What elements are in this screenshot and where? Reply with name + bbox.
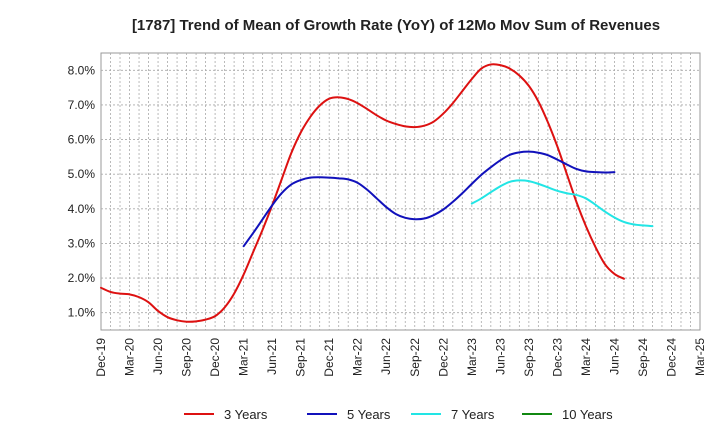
x-tick-label: Dec-19	[94, 338, 108, 377]
x-tick-label: Dec-22	[436, 338, 450, 377]
x-tick-label: Mar-24	[579, 338, 593, 376]
x-tick-label: Dec-21	[322, 338, 336, 377]
series-line-5-years	[242, 150, 616, 248]
x-tick-label: Jun-21	[265, 338, 279, 375]
x-tick-label: Jun-24	[607, 338, 621, 375]
legend-label-5-years: 5 Years	[347, 407, 391, 422]
x-tick-label: Mar-21	[237, 338, 251, 376]
x-axis: Dec-19 Mar-20 Jun-20 Sep-20 Dec-20 Mar-21 Jun-…	[94, 338, 707, 377]
x-tick-label: Mar-22	[351, 338, 365, 376]
legend: 3 Years 5 Years 7 Years 10 Years	[184, 407, 613, 422]
x-tick-label: Jun-20	[151, 338, 165, 375]
series-lines	[100, 63, 654, 323]
x-tick-label: Sep-22	[408, 338, 422, 377]
y-tick-label: 3.0%	[68, 236, 96, 250]
y-axis: 1.0% 2.0% 3.0% 4.0% 5.0% 6.0% 7.0% 8.0%	[68, 63, 96, 319]
y-tick-label: 8.0%	[68, 63, 96, 77]
x-tick-label: Mar-20	[123, 338, 137, 376]
x-tick-label: Dec-24	[664, 338, 678, 377]
y-tick-label: 6.0%	[68, 133, 96, 147]
y-tick-label: 7.0%	[68, 98, 96, 112]
series-line-7-years	[470, 179, 654, 228]
x-tick-label: Sep-23	[522, 338, 536, 377]
x-tick-label: Sep-21	[294, 338, 308, 377]
x-tick-label: Jun-22	[379, 338, 393, 375]
x-tick-label: Dec-23	[550, 338, 564, 377]
legend-label-3-years: 3 Years	[224, 407, 268, 422]
series-line-3-years	[100, 63, 625, 323]
x-tick-label: Sep-20	[180, 338, 194, 377]
plot-area	[100, 52, 701, 331]
x-tick-label: Sep-24	[636, 338, 650, 377]
chart-title: [1787] Trend of Mean of Growth Rate (YoY…	[132, 17, 660, 34]
y-tick-label: 5.0%	[68, 167, 96, 181]
y-tick-label: 2.0%	[68, 271, 96, 285]
legend-label-7-years: 7 Years	[451, 407, 495, 422]
x-tick-label: Dec-20	[208, 338, 222, 377]
y-tick-label: 1.0%	[68, 306, 96, 320]
x-tick-label: Mar-23	[465, 338, 479, 376]
x-tick-label: Mar-25	[693, 338, 707, 376]
legend-label-10-years: 10 Years	[562, 407, 613, 422]
x-tick-label: Jun-23	[493, 338, 507, 375]
y-tick-label: 4.0%	[68, 202, 96, 216]
